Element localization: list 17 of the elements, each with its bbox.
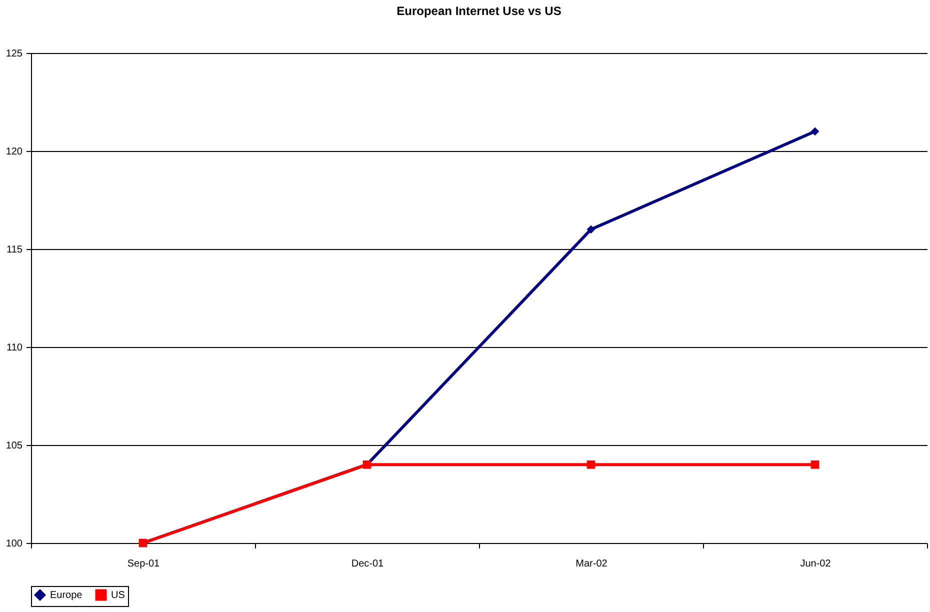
x-tick-label: Sep-01 (127, 558, 160, 570)
x-tick-label: Jun-02 (800, 558, 832, 570)
y-tick-label: 115 (6, 244, 23, 256)
y-tick-label: 120 (6, 146, 23, 158)
point (810, 127, 820, 136)
point (586, 225, 596, 234)
y-tick-label: 100 (6, 538, 23, 550)
y-tick-label: 125 (6, 48, 23, 60)
y-tick-label: 105 (6, 440, 23, 452)
point (586, 460, 596, 469)
chart-title: European Internet Use vs US (396, 4, 562, 18)
legend-label: US (111, 590, 126, 601)
x-tick-label: Mar-02 (576, 558, 608, 570)
point (810, 460, 820, 469)
y-tick-label: 110 (6, 342, 23, 354)
legend-label: Europe (50, 590, 83, 601)
x-tick-label: Dec-01 (351, 558, 384, 570)
